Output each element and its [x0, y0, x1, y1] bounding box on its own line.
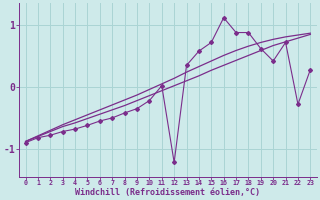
X-axis label: Windchill (Refroidissement éolien,°C): Windchill (Refroidissement éolien,°C) [76, 188, 260, 197]
